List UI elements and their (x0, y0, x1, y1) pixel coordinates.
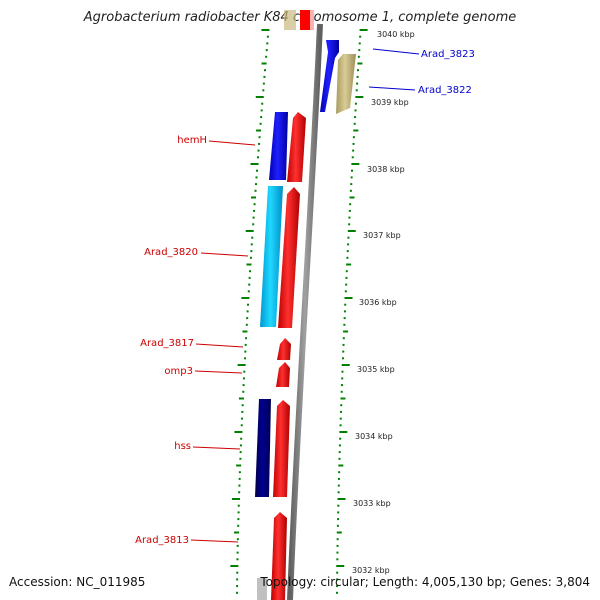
scale-label: 3039 kbp (371, 98, 409, 107)
scale-label: 3038 kbp (367, 165, 405, 174)
scale-label: 3033 kbp (353, 499, 391, 508)
leader-arad-3823 (372, 48, 420, 55)
gene-hemh[interactable] (269, 112, 288, 180)
label-arad-3823[interactable]: Arad_3823 (421, 49, 475, 60)
map-title: Agrobacterium radiobacter K84 chromosome… (83, 10, 517, 25)
gene-partial-red[interactable] (300, 10, 310, 30)
gene-partial-bottom[interactable] (257, 578, 267, 600)
scale-label: 3036 kbp (359, 298, 397, 307)
scale-labels: 3040 kbp 3039 kbp 3038 kbp 3037 kbp 3036… (352, 30, 415, 575)
leader-hss (192, 446, 241, 450)
genome-backbone (287, 23, 323, 600)
leader-arad-3813 (190, 539, 239, 543)
summary-text: Topology: circular; Length: 4,005,130 bp… (260, 575, 590, 589)
scale-label: 3040 kbp (377, 30, 415, 39)
gene-arad-3813[interactable] (271, 512, 287, 600)
gene-hss-navy[interactable] (255, 399, 271, 497)
outer-scale-ticks (336, 29, 368, 594)
scale-label: 3032 kbp (352, 566, 390, 575)
leader-hemh (208, 140, 256, 146)
inner-scale-ticks (230, 29, 270, 594)
gene-arad-3822[interactable] (336, 54, 356, 114)
gene-arad-3820[interactable] (278, 187, 300, 328)
leader-omp3 (194, 370, 243, 374)
label-hss[interactable]: hss (174, 441, 191, 452)
gene-hemh-pair[interactable] (287, 112, 306, 182)
label-arad-3817[interactable]: Arad_3817 (140, 338, 194, 349)
accession-text: Accession: NC_011985 (9, 575, 146, 589)
scale-label: 3035 kbp (357, 365, 395, 374)
gene-hss[interactable] (273, 400, 290, 497)
label-arad-3822[interactable]: Arad_3822 (418, 85, 472, 96)
label-arad-3820[interactable]: Arad_3820 (144, 247, 198, 258)
gene-partial-olive[interactable] (284, 10, 296, 30)
leader-arad-3820 (200, 252, 249, 257)
scale-label: 3037 kbp (363, 231, 401, 240)
gene-arad-3817[interactable] (277, 338, 291, 360)
label-hemh[interactable]: hemH (177, 135, 207, 146)
gene-arad-3823[interactable] (320, 40, 339, 112)
leader-arad-3822 (368, 86, 416, 91)
scale-label: 3034 kbp (355, 432, 393, 441)
gene-omp3[interactable] (276, 362, 290, 387)
leader-arad-3817 (195, 343, 244, 348)
gene-arad-3820-cyan[interactable] (260, 186, 283, 327)
label-omp3[interactable]: omp3 (164, 366, 193, 377)
label-arad-3813[interactable]: Arad_3813 (135, 535, 189, 546)
